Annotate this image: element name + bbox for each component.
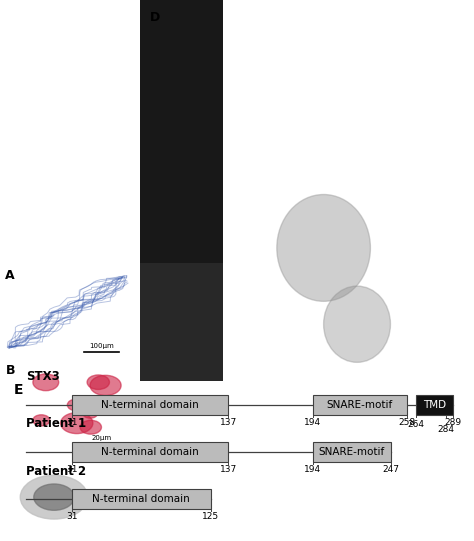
Bar xyxy=(140,263,223,381)
Circle shape xyxy=(87,375,109,390)
Text: B: B xyxy=(5,365,15,378)
Bar xyxy=(72,442,228,463)
Circle shape xyxy=(33,415,50,426)
Text: 125: 125 xyxy=(202,512,219,521)
Text: TMD: TMD xyxy=(423,400,446,410)
Circle shape xyxy=(33,374,59,391)
Text: 137: 137 xyxy=(220,418,237,427)
Text: SNARE-motif: SNARE-motif xyxy=(327,400,393,410)
Bar xyxy=(140,0,223,267)
Text: 20μm: 20μm xyxy=(91,434,111,441)
Bar xyxy=(313,395,407,415)
Circle shape xyxy=(277,195,370,301)
Text: 31: 31 xyxy=(66,465,78,474)
Text: 264: 264 xyxy=(408,420,425,429)
Text: 31: 31 xyxy=(66,512,78,521)
Bar xyxy=(72,395,228,415)
Text: 2μm: 2μm xyxy=(423,349,438,355)
Text: Patient 1: Patient 1 xyxy=(26,417,86,431)
Text: STX3: STX3 xyxy=(26,370,60,383)
Circle shape xyxy=(34,484,74,510)
Text: Patient 2: Patient 2 xyxy=(26,465,86,478)
Bar xyxy=(313,442,391,463)
Text: 194: 194 xyxy=(304,418,321,427)
Circle shape xyxy=(20,475,88,519)
Text: 258: 258 xyxy=(399,418,416,427)
Text: 1μm: 1μm xyxy=(95,524,110,531)
Text: D: D xyxy=(150,11,160,24)
Text: 137: 137 xyxy=(220,465,237,474)
Circle shape xyxy=(67,399,85,411)
Bar xyxy=(72,489,211,510)
Circle shape xyxy=(90,375,121,395)
Text: N-terminal domain: N-terminal domain xyxy=(92,494,190,504)
Text: N-terminal domain: N-terminal domain xyxy=(101,400,199,410)
Bar xyxy=(416,395,453,415)
Text: 289: 289 xyxy=(445,418,462,427)
Circle shape xyxy=(61,413,93,433)
Circle shape xyxy=(80,420,101,434)
Text: E: E xyxy=(14,383,24,397)
Text: 31: 31 xyxy=(66,418,78,427)
Text: 247: 247 xyxy=(383,465,400,474)
Text: C: C xyxy=(5,456,15,469)
Text: A: A xyxy=(5,269,15,282)
Text: SNARE-motif: SNARE-motif xyxy=(319,447,385,457)
Text: 100μm: 100μm xyxy=(89,343,114,349)
Text: 194: 194 xyxy=(304,465,321,474)
Circle shape xyxy=(83,409,98,418)
Text: N-terminal domain: N-terminal domain xyxy=(101,447,199,457)
Circle shape xyxy=(324,286,391,362)
Text: 284: 284 xyxy=(437,425,454,433)
